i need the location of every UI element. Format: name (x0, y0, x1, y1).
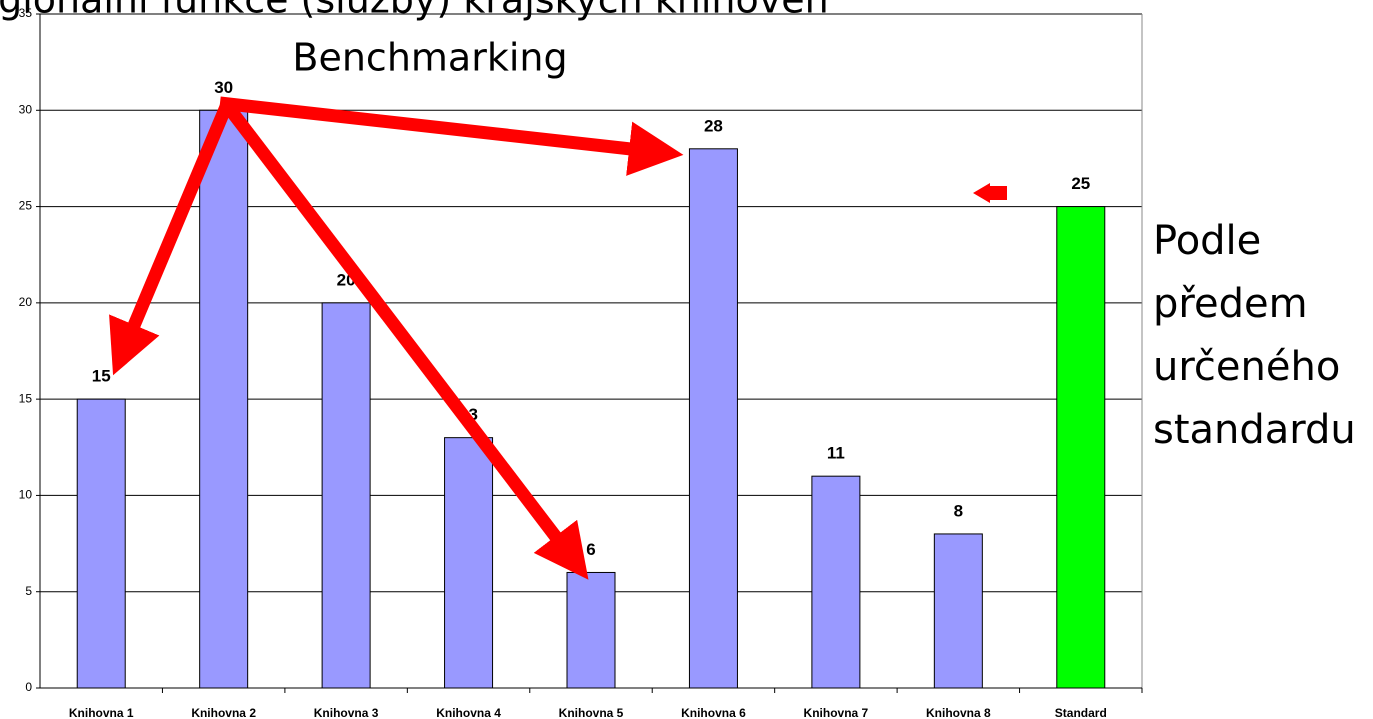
annotation: Podle předem určeného standardu (1153, 218, 1356, 453)
bar (76, 398, 126, 689)
data-label: 30 (214, 78, 233, 97)
y-tick-label: 0 (25, 680, 32, 694)
bar (199, 109, 249, 689)
arrows (109, 96, 1007, 580)
data-label: 8 (954, 501, 963, 520)
y-tick-label: 20 (19, 295, 33, 309)
data-label: 6 (586, 540, 595, 559)
annotation-line: předem (1153, 281, 1308, 327)
x-tick-label: Knihovna 2 (191, 706, 256, 719)
chart-title: Regionální funkce (služby) krajských kni… (0, 0, 829, 22)
y-tick-label: 30 (19, 102, 33, 116)
y-tick-label: 5 (25, 584, 32, 598)
x-tick-label: Knihovna 8 (926, 706, 991, 719)
y-tick-label: 10 (19, 488, 33, 502)
bar (444, 437, 494, 689)
y-tick-label: 25 (19, 199, 33, 213)
x-tick-label: Knihovna 3 (314, 706, 379, 719)
x-tick-label: Knihovna 5 (559, 706, 624, 719)
data-label: 15 (92, 367, 111, 386)
bar (688, 148, 738, 689)
annotation-line: standardu (1153, 407, 1356, 453)
x-tick-label: Knihovna 6 (681, 706, 746, 719)
bar (811, 475, 861, 689)
arrow (973, 183, 1007, 203)
bar (566, 571, 616, 689)
chart-subtitle: Benchmarking (292, 36, 567, 80)
plot: 0 5 10 15 20 25 30 35 Knihovna 1 15 Knihovna 2 30 Kn… (19, 6, 1143, 719)
y-tick-label: 15 (19, 391, 33, 405)
annotation-line: Podle (1153, 218, 1261, 264)
arrow (220, 100, 589, 580)
x-tick-label: Knihovna 4 (436, 706, 501, 719)
x-tick-label: Standard (1055, 706, 1107, 719)
x-tick-label: Knihovna 7 (804, 706, 869, 719)
annotation-line: určeného (1153, 344, 1340, 390)
bar (321, 302, 371, 689)
data-label: 25 (1071, 174, 1090, 193)
y-tick-label: 35 (19, 6, 33, 20)
x-tick-label: Knihovna 1 (69, 706, 134, 719)
data-label: 28 (704, 116, 723, 135)
bar (933, 533, 983, 689)
arrow (219, 96, 684, 176)
data-label: 11 (827, 444, 845, 463)
arrow (109, 99, 234, 376)
bar (1056, 206, 1106, 689)
